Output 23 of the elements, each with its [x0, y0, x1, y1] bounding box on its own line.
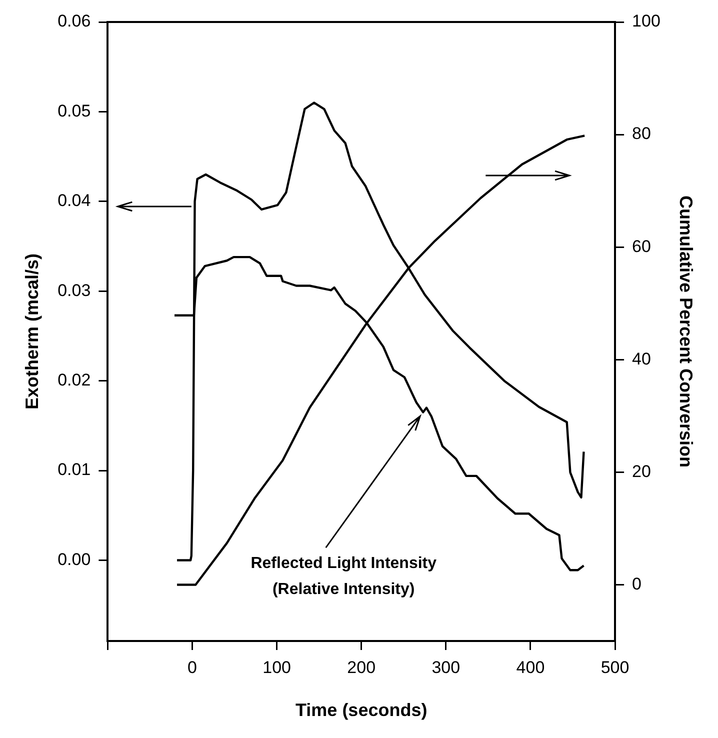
y-tick-label: 0.04: [58, 191, 91, 210]
x-tick-label: 500: [600, 658, 630, 677]
y-axis-title: Exotherm (mcal/s): [22, 253, 42, 410]
y2-tick-label: 80: [632, 124, 651, 144]
x-tick-label: 300: [432, 658, 460, 677]
y-tick-label: 0.06: [58, 12, 91, 31]
y-tick-label: 0.05: [58, 101, 91, 120]
x-tick-label: 0: [188, 658, 197, 677]
y-tick-label: 0.01: [58, 460, 91, 480]
y-tick-label: 0.00: [58, 550, 91, 569]
y2-tick-label: 100: [632, 12, 660, 31]
x-tick-label: 400: [516, 658, 545, 677]
y2-tick-label: 20: [632, 462, 651, 481]
x-tick-label: 100: [262, 658, 291, 677]
y-tick-label: 0.03: [58, 280, 91, 300]
y2-tick-label: 0: [632, 574, 642, 594]
x-axis-title: Time (seconds): [296, 700, 428, 720]
y2-tick-label: 60: [632, 236, 651, 256]
x-tick-label: 200: [347, 658, 376, 677]
y-tick-label: 0.02: [58, 370, 91, 390]
y2-axis-title: Cumulative Percent Conversion: [676, 195, 696, 468]
annotation: Reflected Light Intensity (Relative Intensity): [250, 555, 437, 598]
y2-tick-label: 40: [632, 349, 651, 368]
